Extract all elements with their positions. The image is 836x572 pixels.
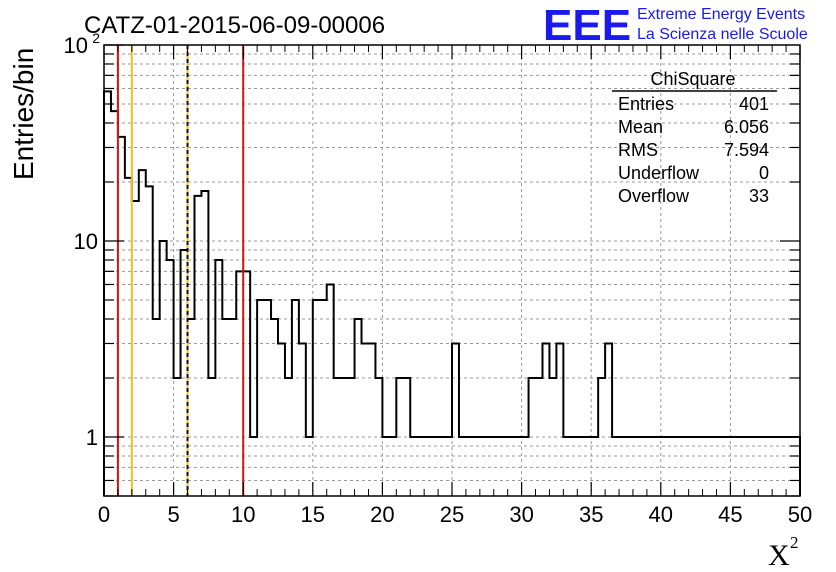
stats-row-label: RMS xyxy=(618,140,658,160)
stats-rows: Entries 401 Mean 6.056 RMS 7.594 Underflow 0 Ove… xyxy=(618,94,769,206)
x-axis-label-superscript: 2 xyxy=(790,533,799,552)
stats-row-value: 7.594 xyxy=(724,140,769,160)
x-tick-label: 45 xyxy=(718,502,742,527)
x-tick-label: 20 xyxy=(370,502,394,527)
logo-line-2: La Scienza nelle Scuole xyxy=(637,26,808,43)
stats-row-value: 0 xyxy=(759,163,769,183)
stats-row-label: Mean xyxy=(618,117,663,137)
chart-title: CATZ-01-2015-06-09-00006 xyxy=(84,12,385,39)
x-tick-label: 10 xyxy=(231,502,255,527)
logo-mark: EEE xyxy=(543,1,631,50)
x-axis-label: X xyxy=(768,539,790,572)
y-tick-label: 10 xyxy=(64,33,88,58)
x-tick-label: 40 xyxy=(649,502,673,527)
stats-row-label: Overflow xyxy=(618,186,690,206)
stats-box-title: ChiSquare xyxy=(650,69,735,89)
y-tick-label: 1 xyxy=(86,425,98,450)
eee-logo: EEE Extreme Energy Events La Scienza nel… xyxy=(543,1,808,50)
x-tick-label: 30 xyxy=(509,502,533,527)
x-tick-label: 5 xyxy=(167,502,179,527)
y-tick-label: 10 xyxy=(74,229,98,254)
x-tick-label: 35 xyxy=(579,502,603,527)
marker-lines xyxy=(116,45,245,496)
stats-row-value: 401 xyxy=(739,94,769,114)
stats-row-value: 6.056 xyxy=(724,117,769,137)
plot-frame xyxy=(103,44,801,497)
y-tick-label-exponent: 2 xyxy=(92,30,100,46)
x-tick-label: 50 xyxy=(788,502,812,527)
y-axis-label: Entries/bin xyxy=(8,48,39,180)
stats-row-value: 33 xyxy=(749,186,769,206)
x-tick-label: 15 xyxy=(301,502,325,527)
x-tick-label: 25 xyxy=(440,502,464,527)
x-tick-label: 0 xyxy=(98,502,110,527)
stats-row-label: Entries xyxy=(618,94,674,114)
stats-row-label: Underflow xyxy=(618,163,700,183)
logo-line-1: Extreme Energy Events xyxy=(637,6,805,23)
stats-box: ChiSquare Entries 401 Mean 6.056 RMS 7.594 Und… xyxy=(612,69,777,206)
